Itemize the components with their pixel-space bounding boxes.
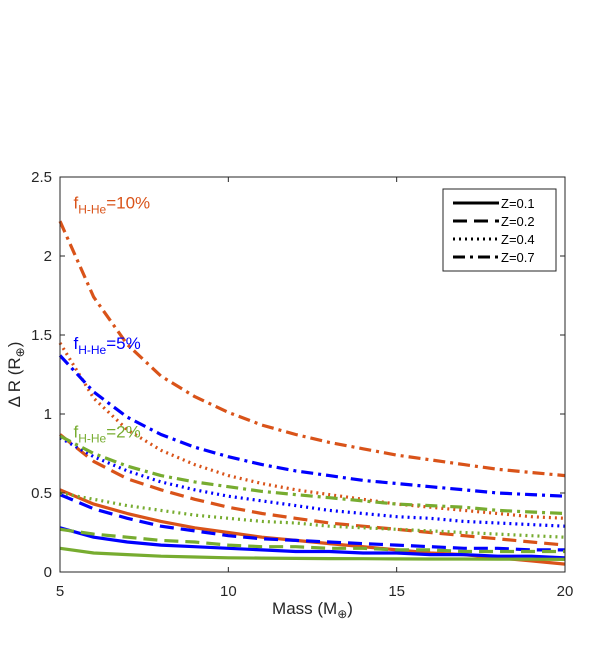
- series-line-5pct-z01: [59, 526, 566, 560]
- y-tick-label: 1.5: [31, 327, 52, 344]
- legend-label: Z=0.1: [501, 196, 535, 211]
- y-tick-label: 2.5: [31, 169, 52, 186]
- y-tick-label: 1: [44, 406, 52, 423]
- series-line-5pct-z02: [59, 493, 565, 552]
- annotation-fhhe-5: fH-He=5%: [73, 334, 140, 357]
- ticks-layer: 5 10 15 20 0 0.5 1 1.5 2 2.5: [31, 169, 573, 600]
- y-axis-label-main: Δ R (R: [5, 357, 24, 407]
- y-axis-label: Δ R (R⊕): [5, 342, 27, 408]
- series-line-5pct-z07: [58, 354, 566, 498]
- annotation-fhhe-2: fH-He=2%: [73, 423, 140, 446]
- series-line-2pct-z02: [59, 527, 565, 554]
- legend-box: [442, 188, 557, 272]
- annotation-fhhe-10: fH-He=10%: [73, 194, 150, 217]
- x-axis-label: Mass (M⊕): [272, 599, 353, 621]
- legend-label: Z=0.7: [501, 250, 535, 265]
- x-tick-label: 10: [220, 583, 237, 600]
- x-tick-label: 15: [388, 583, 405, 600]
- legend: Z=0.1 Z=0.2 Z=0.4 Z=0.7: [442, 188, 557, 272]
- x-axis-label-main: Mass (M: [272, 599, 337, 618]
- x-axis-label-end: ): [347, 599, 353, 618]
- x-tick-label: 5: [56, 583, 64, 600]
- legend-label: Z=0.2: [501, 214, 535, 229]
- legend-label: Z=0.4: [501, 232, 535, 247]
- series-line-2pct-z01: [59, 546, 566, 561]
- annotation-layer: fH-He=10% fH-He=5% fH-He=2%: [73, 194, 150, 446]
- series-line-10pct-z07: [58, 220, 566, 478]
- y-tick-label: 2: [44, 248, 52, 265]
- series-layer: [58, 220, 566, 566]
- x-axis-label-sub: ⊕: [337, 607, 347, 621]
- y-axis-label-end: ): [5, 342, 24, 348]
- series-line-5pct-z04: [59, 436, 566, 528]
- y-tick-label: 0.5: [31, 485, 52, 502]
- y-axis-label-sub: ⊕: [13, 347, 27, 357]
- y-tick-label: 0: [44, 564, 52, 581]
- x-tick-label: 20: [557, 583, 574, 600]
- series-line-2pct-z07: [59, 434, 566, 516]
- series-line-2pct-z04: [59, 491, 566, 539]
- plot-frame: [59, 176, 566, 573]
